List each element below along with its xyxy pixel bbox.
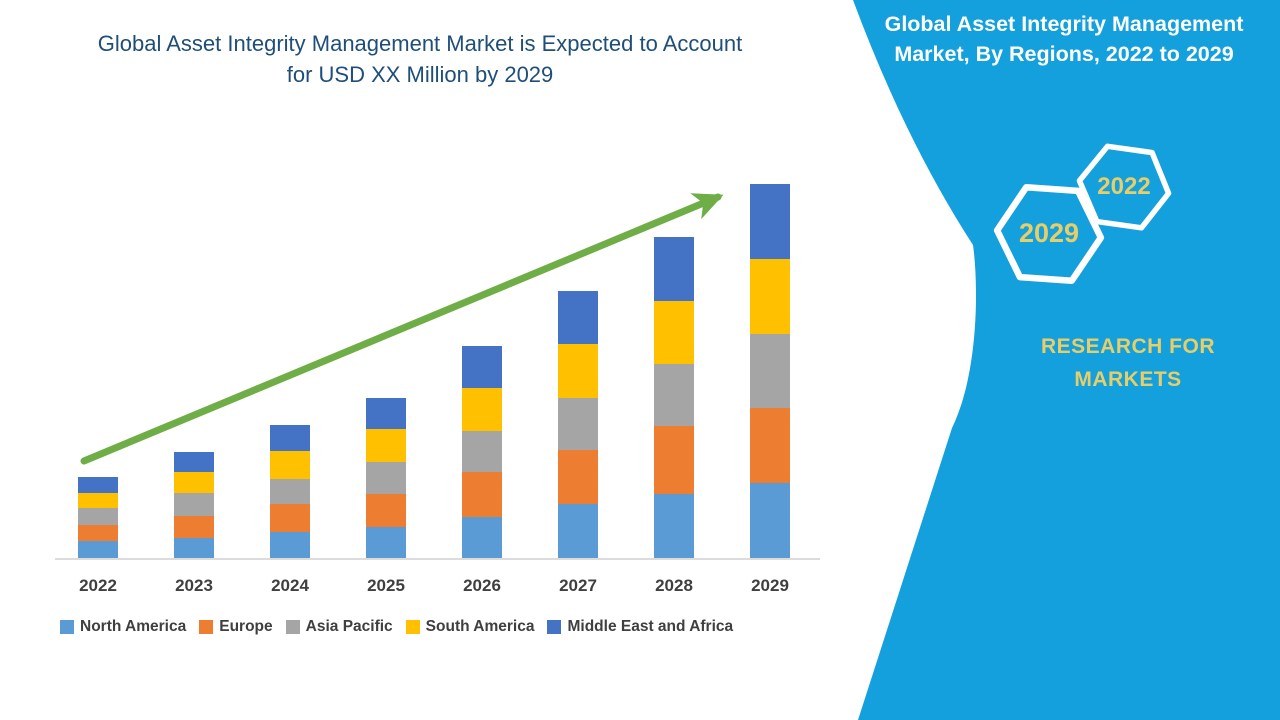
- segment-2024-asia-pacific: [270, 479, 310, 504]
- segment-2028-europe: [654, 426, 694, 494]
- hexagon-2022-icon: [1076, 143, 1172, 231]
- segment-2025-middle-east-and-africa: [366, 398, 406, 429]
- legend-label: Middle East and Africa: [567, 618, 734, 635]
- bar-2023: [174, 452, 214, 558]
- segment-2029-europe: [750, 408, 790, 483]
- x-axis-label-2024: 2024: [271, 576, 309, 595]
- x-axis-label-2028: 2028: [655, 576, 693, 595]
- segment-2022-europe: [78, 525, 118, 541]
- x-axis-label-2023: 2023: [175, 576, 213, 595]
- legend-label: Europe: [219, 618, 273, 635]
- x-axis-label-2022: 2022: [79, 576, 117, 595]
- legend-swatch-icon: [199, 620, 214, 634]
- brand-text: RESEARCH FOR MARKETS: [1008, 330, 1248, 396]
- legend-label: South America: [425, 618, 535, 635]
- x-axis-label-2026: 2026: [463, 576, 501, 595]
- swoosh-shape: [853, 0, 1280, 720]
- bar-2028: [654, 237, 694, 558]
- plot-area: 2022 2023 2024 2025 2026 2027 2028 2029: [55, 184, 820, 595]
- segment-2027-europe: [558, 450, 598, 504]
- segment-2028-asia-pacific: [654, 364, 694, 426]
- segment-2023-north-america: [174, 538, 214, 558]
- chart-title-line2: for USD XX Million by 2029: [286, 62, 554, 87]
- legend-item-north-america: North America: [60, 618, 186, 636]
- bar-2025: [366, 398, 406, 558]
- side-panel-title: Global Asset Integrity Management Market…: [862, 9, 1266, 69]
- legend-item-south-america: South America: [405, 618, 535, 636]
- segment-2027-south-america: [558, 344, 598, 398]
- segment-2022-south-america: [78, 493, 118, 508]
- legend-item-middle-east-and-africa: Middle East and Africa: [547, 618, 733, 636]
- segment-2022-north-america: [78, 541, 118, 558]
- segment-2025-asia-pacific: [366, 462, 406, 494]
- x-axis-label-2029: 2029: [751, 576, 789, 595]
- segment-2028-north-america: [654, 494, 694, 558]
- x-axis-label-2025: 2025: [367, 576, 405, 595]
- chart-title: Global Asset Integrity Management Market…: [0, 28, 840, 90]
- hexagon-2022-label: 2022: [1097, 173, 1151, 200]
- x-axis-label-2027: 2027: [559, 576, 597, 595]
- segment-2025-europe: [366, 494, 406, 527]
- legend-swatch-icon: [547, 620, 562, 634]
- legend-label: North America: [80, 618, 187, 635]
- bar-2026: [462, 346, 502, 558]
- segment-2026-south-america: [462, 388, 502, 431]
- segment-2029-south-america: [750, 259, 790, 334]
- segment-2028-middle-east-and-africa: [654, 237, 694, 301]
- segment-2023-asia-pacific: [174, 493, 214, 516]
- segment-2023-middle-east-and-africa: [174, 452, 214, 472]
- segment-2026-north-america: [462, 517, 502, 558]
- segment-2023-europe: [174, 516, 214, 538]
- brand-line1: RESEARCH FOR: [1040, 335, 1215, 358]
- legend-label: Asia Pacific: [305, 618, 393, 635]
- segment-2022-asia-pacific: [78, 508, 118, 525]
- legend: North America Europe Asia Pacific South Ame…: [60, 618, 733, 636]
- chart-title-line1: Global Asset Integrity Management Market…: [97, 31, 743, 56]
- segment-2027-middle-east-and-africa: [558, 291, 598, 344]
- legend-swatch-icon: [60, 620, 74, 634]
- side-panel-title-line1: Global Asset Integrity Management: [884, 12, 1244, 36]
- bar-2024: [270, 425, 310, 558]
- bar-2022: [78, 477, 118, 558]
- legend-swatch-icon: [285, 620, 300, 634]
- segment-2025-south-america: [366, 429, 406, 462]
- hexagon-2029-icon: [993, 184, 1105, 284]
- legend-item-europe: Europe: [199, 618, 273, 636]
- x-axis-line: [55, 558, 820, 560]
- segment-2027-asia-pacific: [558, 398, 598, 450]
- segment-2024-south-america: [270, 451, 310, 479]
- segment-2024-north-america: [270, 532, 310, 558]
- segment-2026-europe: [462, 472, 502, 517]
- segment-2024-middle-east-and-africa: [270, 425, 310, 451]
- segment-2027-north-america: [558, 504, 598, 558]
- legend-swatch-icon: [405, 620, 420, 634]
- segment-2026-middle-east-and-africa: [462, 346, 502, 388]
- segment-2026-asia-pacific: [462, 431, 502, 472]
- side-panel-title-line2: Market, By Regions, 2022 to 2029: [894, 42, 1234, 66]
- hexagon-2029-label: 2029: [1018, 218, 1080, 248]
- segment-2023-south-america: [174, 472, 214, 493]
- chart-area: Global Asset Integrity Management Market…: [0, 28, 840, 636]
- segment-2025-north-america: [366, 527, 406, 558]
- legend-item-asia-pacific: Asia Pacific: [285, 618, 393, 636]
- bar-2027: [558, 291, 598, 558]
- segment-2029-north-america: [750, 483, 790, 558]
- brand-line2: MARKETS: [1074, 368, 1182, 391]
- segment-2028-south-america: [654, 301, 694, 364]
- bar-2029: [750, 184, 790, 558]
- segment-2024-europe: [270, 504, 310, 532]
- segment-2022-middle-east-and-africa: [78, 477, 118, 493]
- segment-2029-asia-pacific: [750, 334, 790, 408]
- segment-2029-middle-east-and-africa: [750, 184, 790, 259]
